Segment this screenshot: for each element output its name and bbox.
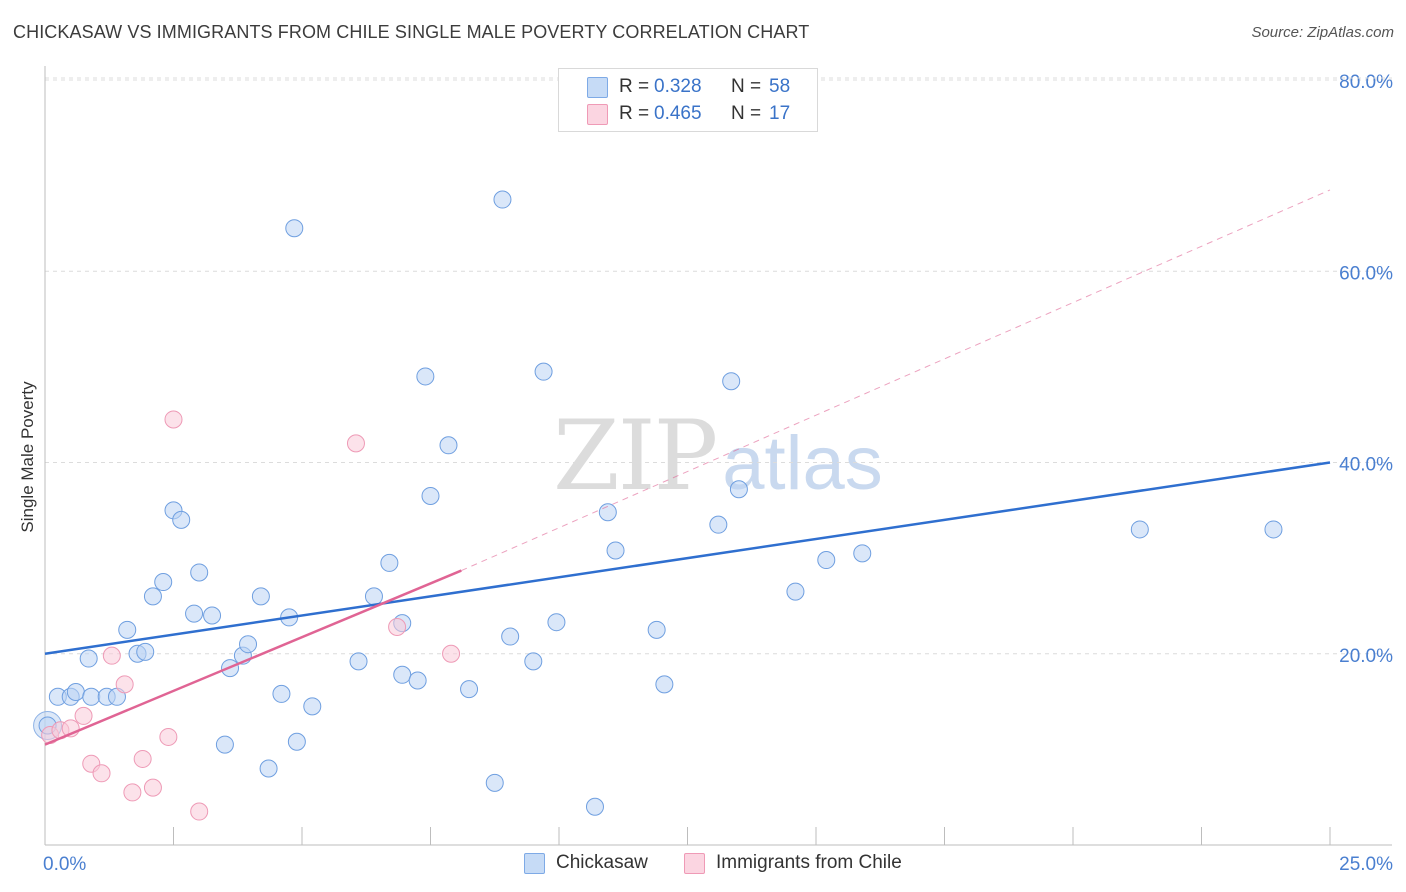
chickasaw-point (416, 367, 435, 386)
chile-point (133, 749, 152, 768)
y-tick-label: 60.0% (1339, 263, 1393, 284)
y-tick-label: 80.0% (1339, 72, 1393, 93)
chickasaw-point (606, 541, 625, 560)
watermark: ZIPatlas (553, 400, 883, 512)
x-tick-label: 0.0% (43, 854, 86, 875)
legend-n-value: 58 (769, 76, 791, 97)
chickasaw-point (493, 190, 512, 209)
chickasaw-point (393, 665, 412, 684)
chickasaw-point (215, 735, 234, 754)
chile-point (143, 778, 162, 797)
chile-point (115, 675, 134, 694)
chickasaw-point (439, 436, 458, 455)
chickasaw-point (349, 652, 368, 671)
chickasaw-point (786, 582, 805, 601)
legend-n-label: N = (731, 76, 762, 97)
legend-r-value: 0.328 (654, 76, 702, 97)
chickasaw-point (272, 684, 291, 703)
chile-point (388, 617, 407, 636)
chile-trend-line (44, 569, 462, 746)
bottom-legend-label-chile: Immigrants from Chile (716, 852, 902, 873)
chickasaw-point (1130, 520, 1149, 539)
chickasaw-point (143, 587, 162, 606)
chickasaw-point (190, 563, 209, 582)
chickasaw-point (185, 604, 204, 623)
chile-point (442, 644, 461, 663)
chickasaw-point (729, 480, 748, 499)
chickasaw-point (709, 515, 728, 534)
chile-point (123, 783, 142, 802)
chile-point (159, 727, 178, 746)
legend-n-value: 17 (769, 103, 791, 124)
chickasaw-point (259, 759, 278, 778)
y-axis-label: Single Male Poverty (18, 381, 37, 533)
chickasaw-point (853, 544, 872, 563)
bottom-legend-label-chickasaw: Chickasaw (556, 852, 648, 873)
chickasaw-point (154, 573, 173, 592)
watermark-zip: ZIP (553, 400, 718, 512)
legend-r-value: 0.465 (654, 103, 702, 124)
watermark-atlas: atlas (722, 421, 883, 506)
bottom-legend-swatch-chickasaw (524, 853, 545, 874)
chickasaw-point (79, 649, 98, 668)
chickasaw-point (287, 732, 306, 751)
chickasaw-point (501, 627, 520, 646)
chickasaw-point (534, 362, 553, 381)
chickasaw-point (251, 587, 270, 606)
chile-point (164, 410, 183, 429)
chickasaw-point (136, 642, 155, 661)
chickasaw-point (82, 687, 101, 706)
source-label: Source: ZipAtlas.com (1251, 24, 1394, 41)
chickasaw-point (585, 797, 604, 816)
chickasaw-point (203, 606, 222, 625)
chile-point (102, 646, 121, 665)
legend: R = 0.328 N = 58 R = 0.465 N = 17 (558, 68, 818, 132)
chickasaw-point (66, 683, 85, 701)
chile-point (190, 802, 209, 821)
chickasaw-point (722, 372, 741, 391)
chickasaw-point (421, 486, 440, 505)
bottom-legend-swatch-chile (684, 853, 705, 874)
chickasaw-point (547, 613, 566, 632)
chickasaw-point (285, 219, 304, 238)
chile-trend-extension (461, 189, 1331, 572)
y-tick-label: 20.0% (1339, 646, 1393, 667)
chile-point (92, 764, 111, 783)
legend-r-label: R = (619, 76, 650, 97)
chickasaw-point (647, 620, 666, 639)
chile-point (346, 434, 365, 453)
chickasaw-point (380, 553, 399, 572)
chickasaw-point (485, 773, 504, 792)
chickasaw-point (239, 635, 258, 654)
chickasaw-point (408, 671, 427, 690)
chickasaw-point (524, 652, 543, 671)
x-tick-label: 25.0% (1339, 854, 1393, 875)
chickasaw-point (172, 510, 191, 529)
chickasaw-point (364, 587, 383, 606)
chickasaw-point (118, 620, 137, 639)
chile-point (74, 706, 93, 725)
chickasaw-point (460, 680, 479, 699)
legend-swatch-chickasaw (587, 77, 608, 98)
chickasaw-point (817, 551, 836, 570)
chickasaw-point (1264, 520, 1283, 539)
legend-r-label: R = (619, 103, 650, 124)
chickasaw-point (655, 675, 674, 694)
chickasaw-trend-line (44, 461, 1331, 655)
chart-title: CHICKASAW VS IMMIGRANTS FROM CHILE SINGL… (13, 22, 810, 42)
y-tick-label: 40.0% (1339, 455, 1393, 476)
legend-n-label: N = (731, 103, 762, 124)
legend-swatch-chile (587, 104, 608, 125)
chickasaw-point (303, 697, 322, 716)
